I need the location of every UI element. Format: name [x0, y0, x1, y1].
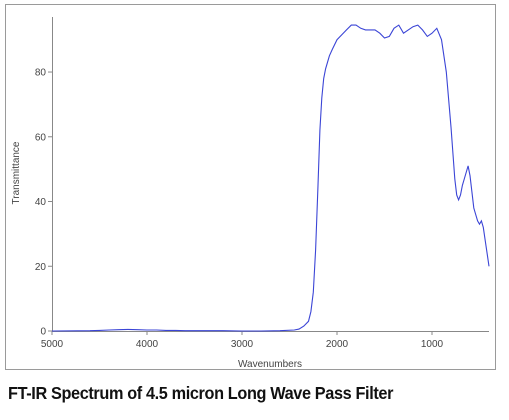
- x-tick-label: 3000: [231, 339, 254, 350]
- y-tick-label: 0: [40, 327, 46, 338]
- x-tick-label: 5000: [41, 339, 64, 350]
- x-axis-title: Wavenumbers: [238, 359, 302, 370]
- y-tick-label: 40: [35, 197, 47, 208]
- x-axis-ticks: 5000 4000 3000 2000 1000: [41, 331, 444, 350]
- transmittance-series-line: [51, 24, 490, 332]
- y-tick-label: 60: [35, 132, 47, 143]
- y-axis-ticks: 0 20 40 60 80: [35, 68, 52, 338]
- chart-frame: 0 20 40 60 80 5000 4000 3000 2000 1000 Wavenumbe…: [5, 4, 496, 370]
- figure-caption: FT-IR Spectrum of 4.5 micron Long Wave P…: [8, 383, 394, 403]
- y-axis-title: Transmittance: [11, 141, 22, 204]
- x-tick-label: 2000: [326, 339, 349, 350]
- spectrum-chart: 0 20 40 60 80 5000 4000 3000 2000 1000 Wavenumbe…: [11, 17, 490, 370]
- x-tick-label: 1000: [421, 339, 444, 350]
- y-tick-label: 20: [35, 262, 47, 273]
- plot-area: [52, 17, 489, 332]
- y-tick-label: 80: [35, 68, 47, 79]
- x-tick-label: 4000: [136, 339, 159, 350]
